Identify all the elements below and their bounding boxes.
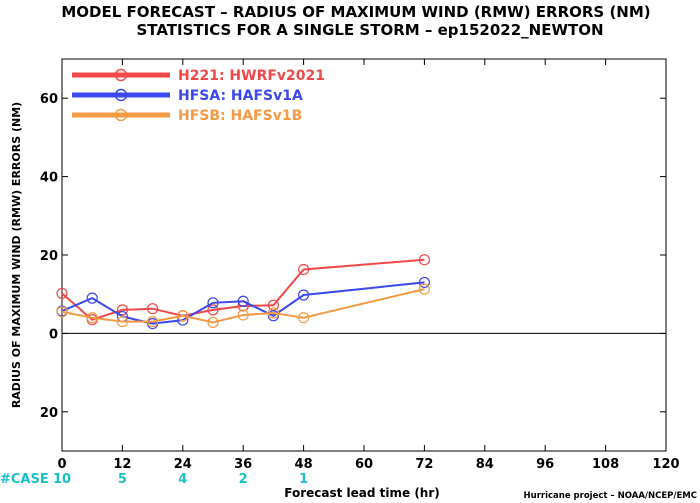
chart-title-line1: MODEL FORECAST – RADIUS OF MAXIMUM WIND … — [61, 3, 650, 21]
y-tick-label: 20 — [40, 406, 58, 421]
case-count-row: 10 5 4 2 1 — [53, 472, 308, 487]
data-point — [418, 283, 430, 295]
case-count: 10 — [53, 472, 71, 487]
footer-credit: Hurricane project – NOAA/NCEP/EMC — [524, 491, 697, 501]
legend-label-2: HFSB: HAFSv1B — [178, 108, 302, 124]
data-point — [298, 289, 310, 301]
y-axis: 20 0 20 40 60 — [40, 92, 666, 421]
data-point — [207, 304, 219, 316]
chart-title-line2: STATISTICS FOR A SINGLE STORM – ep152022… — [136, 21, 603, 39]
data-point — [207, 297, 219, 309]
legend-marker-2 — [114, 108, 128, 122]
series-line-2 — [61, 288, 425, 324]
x-tick-label: 12 — [113, 457, 131, 472]
data-point — [267, 310, 279, 322]
x-tick-label: 24 — [174, 457, 192, 472]
y-tick-label: 60 — [40, 92, 58, 107]
x-tick-label: 120 — [652, 457, 679, 472]
y-tick-label: 0 — [49, 327, 58, 342]
x-tick-label: 60 — [355, 457, 373, 472]
x-tick-label: 48 — [295, 457, 313, 472]
data-point — [298, 312, 310, 324]
y-tick-label: 40 — [40, 171, 58, 186]
data-point — [418, 276, 430, 289]
data-point — [267, 307, 279, 319]
x-tick-label: 108 — [592, 457, 619, 472]
x-tick-label: 36 — [234, 457, 252, 472]
data-point — [237, 309, 249, 321]
legend-label-1: HFSA: HAFSv1A — [178, 88, 303, 104]
case-label: #CASE — [0, 472, 49, 487]
case-count: 2 — [239, 472, 248, 487]
data-point — [177, 310, 189, 322]
legend-label-0: H221: HWRFv2021 — [178, 68, 325, 84]
series-line-1 — [61, 281, 425, 325]
legend-marker-0 — [114, 68, 128, 82]
legend-marker-1 — [114, 88, 128, 102]
x-tick-label: 84 — [476, 457, 494, 472]
data-point — [116, 304, 129, 316]
data-point — [147, 316, 159, 328]
data-point — [207, 316, 219, 329]
y-axis-label: RADIUS OF MAXIMUM WIND (RMW) ERRORS (NM) — [10, 102, 23, 408]
data-point — [237, 295, 249, 307]
data-point — [56, 287, 68, 300]
x-axis: 0 12 24 36 48 60 72 84 96 108 120 — [57, 59, 680, 472]
case-count: 1 — [299, 472, 308, 487]
data-point — [56, 306, 68, 318]
series-lines — [56, 254, 430, 330]
data-point — [418, 254, 430, 266]
legend: H221: HWRFv2021 HFSA: HAFSv1A HFSB: HAFSv1… — [72, 68, 325, 124]
case-count: 4 — [178, 472, 187, 487]
data-point — [86, 292, 98, 304]
data-point — [116, 316, 129, 328]
data-point — [147, 303, 159, 315]
y-tick-label: 20 — [40, 249, 58, 264]
plot-frame — [61, 58, 667, 452]
data-point — [86, 312, 98, 324]
series-line-0 — [61, 258, 425, 321]
x-tick-label: 96 — [536, 457, 554, 472]
data-point — [298, 263, 310, 276]
x-tick-label: 72 — [415, 457, 433, 472]
x-tick-label: 0 — [57, 457, 66, 472]
x-axis-label: Forecast lead time (hr) — [284, 486, 440, 500]
case-count: 5 — [118, 472, 127, 487]
